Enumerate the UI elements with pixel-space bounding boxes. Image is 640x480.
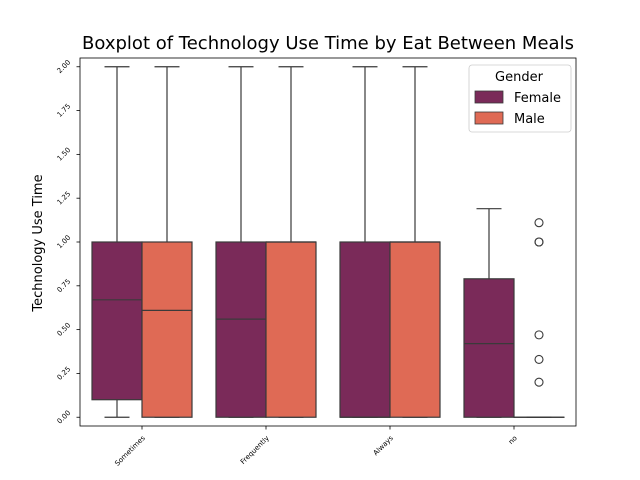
box-group-male-no bbox=[513, 218, 565, 418]
box-male-always bbox=[389, 241, 441, 418]
box-group-female-no bbox=[463, 208, 515, 418]
x-tick-label: Frequently bbox=[239, 434, 271, 466]
box-female-no bbox=[463, 278, 515, 418]
box-female-always bbox=[339, 241, 391, 418]
plot-area bbox=[91, 66, 565, 418]
chart-title: Boxplot of Technology Use Time by Eat Be… bbox=[82, 33, 574, 54]
outlier-point bbox=[534, 330, 544, 340]
box-group-male-frequently bbox=[265, 66, 317, 418]
y-tick-label: 1.25 bbox=[56, 190, 73, 207]
box-female-frequently bbox=[215, 241, 267, 418]
y-tick-label: 0.25 bbox=[56, 365, 73, 382]
x-tick-label: Always bbox=[372, 434, 395, 457]
outlier-point bbox=[534, 237, 544, 247]
box-group-female-always bbox=[339, 66, 391, 418]
legend-swatch-male bbox=[474, 111, 504, 125]
y-tick-label: 2.00 bbox=[56, 58, 73, 75]
outlier-point bbox=[534, 377, 544, 387]
y-axis-label: Technology Use Time bbox=[31, 174, 46, 312]
box-group-female-sometimes bbox=[91, 66, 143, 418]
box-female-sometimes bbox=[91, 241, 143, 401]
box-group-male-always bbox=[389, 66, 441, 418]
legend-label-female: Female bbox=[514, 91, 561, 106]
legend: Gender Female Male bbox=[468, 64, 572, 133]
y-tick-label: 0.75 bbox=[56, 277, 73, 294]
outlier-point bbox=[534, 354, 544, 364]
box-male-frequently bbox=[265, 241, 317, 418]
box-male-sometimes bbox=[141, 241, 193, 418]
box-group-male-sometimes bbox=[141, 66, 193, 418]
outlier-point bbox=[534, 218, 544, 228]
x-tick-label: Sometimes bbox=[113, 434, 147, 468]
y-tick-label: 0.00 bbox=[56, 409, 73, 426]
y-tick-label: 1.00 bbox=[56, 234, 73, 251]
box-group-female-frequently bbox=[215, 66, 267, 418]
y-tick-label: 1.50 bbox=[56, 146, 73, 163]
legend-swatch-female bbox=[474, 90, 504, 104]
y-tick-label: 0.50 bbox=[56, 321, 73, 338]
legend-title: Gender bbox=[495, 70, 544, 85]
y-tick-label: 1.75 bbox=[56, 102, 73, 119]
legend-label-male: Male bbox=[514, 112, 545, 127]
x-tick-label: no bbox=[507, 434, 519, 446]
